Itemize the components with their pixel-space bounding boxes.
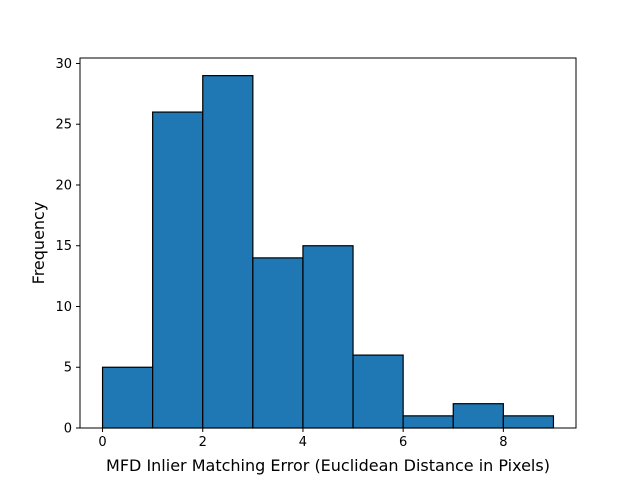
y-tick-label: 15 (55, 239, 72, 254)
histogram-bar (202, 75, 254, 429)
x-tick-label: 4 (299, 435, 307, 450)
histogram-bar (252, 257, 304, 429)
x-tick-label: 2 (199, 435, 207, 450)
histogram-bar (352, 354, 404, 429)
x-tick-label: 8 (499, 435, 507, 450)
y-axis-ticks: 0 5 10 15 20 25 30 (55, 57, 80, 437)
x-tick-label: 0 (98, 435, 106, 450)
y-tick-label: 5 (64, 361, 72, 376)
y-tick-label: 25 (55, 118, 72, 133)
histogram-bar (402, 415, 454, 429)
histogram-bar (452, 403, 504, 429)
plot-frame (79, 57, 577, 429)
x-axis-ticks: 0 2 4 6 8 (98, 428, 507, 450)
y-tick-label: 0 (64, 422, 72, 437)
histogram-bar (302, 245, 354, 429)
y-axis-label: Frequency (29, 202, 48, 285)
histogram-bar (101, 366, 154, 429)
bars-group (101, 75, 555, 429)
x-tick-label: 6 (399, 435, 407, 450)
histogram-bar (152, 111, 204, 429)
x-axis-label: MFD Inlier Matching Error (Euclidean Dis… (106, 456, 550, 475)
y-tick-label: 10 (55, 300, 72, 315)
y-tick-label: 20 (55, 178, 72, 193)
histogram-bar (502, 415, 555, 429)
y-tick-label: 30 (55, 57, 72, 72)
